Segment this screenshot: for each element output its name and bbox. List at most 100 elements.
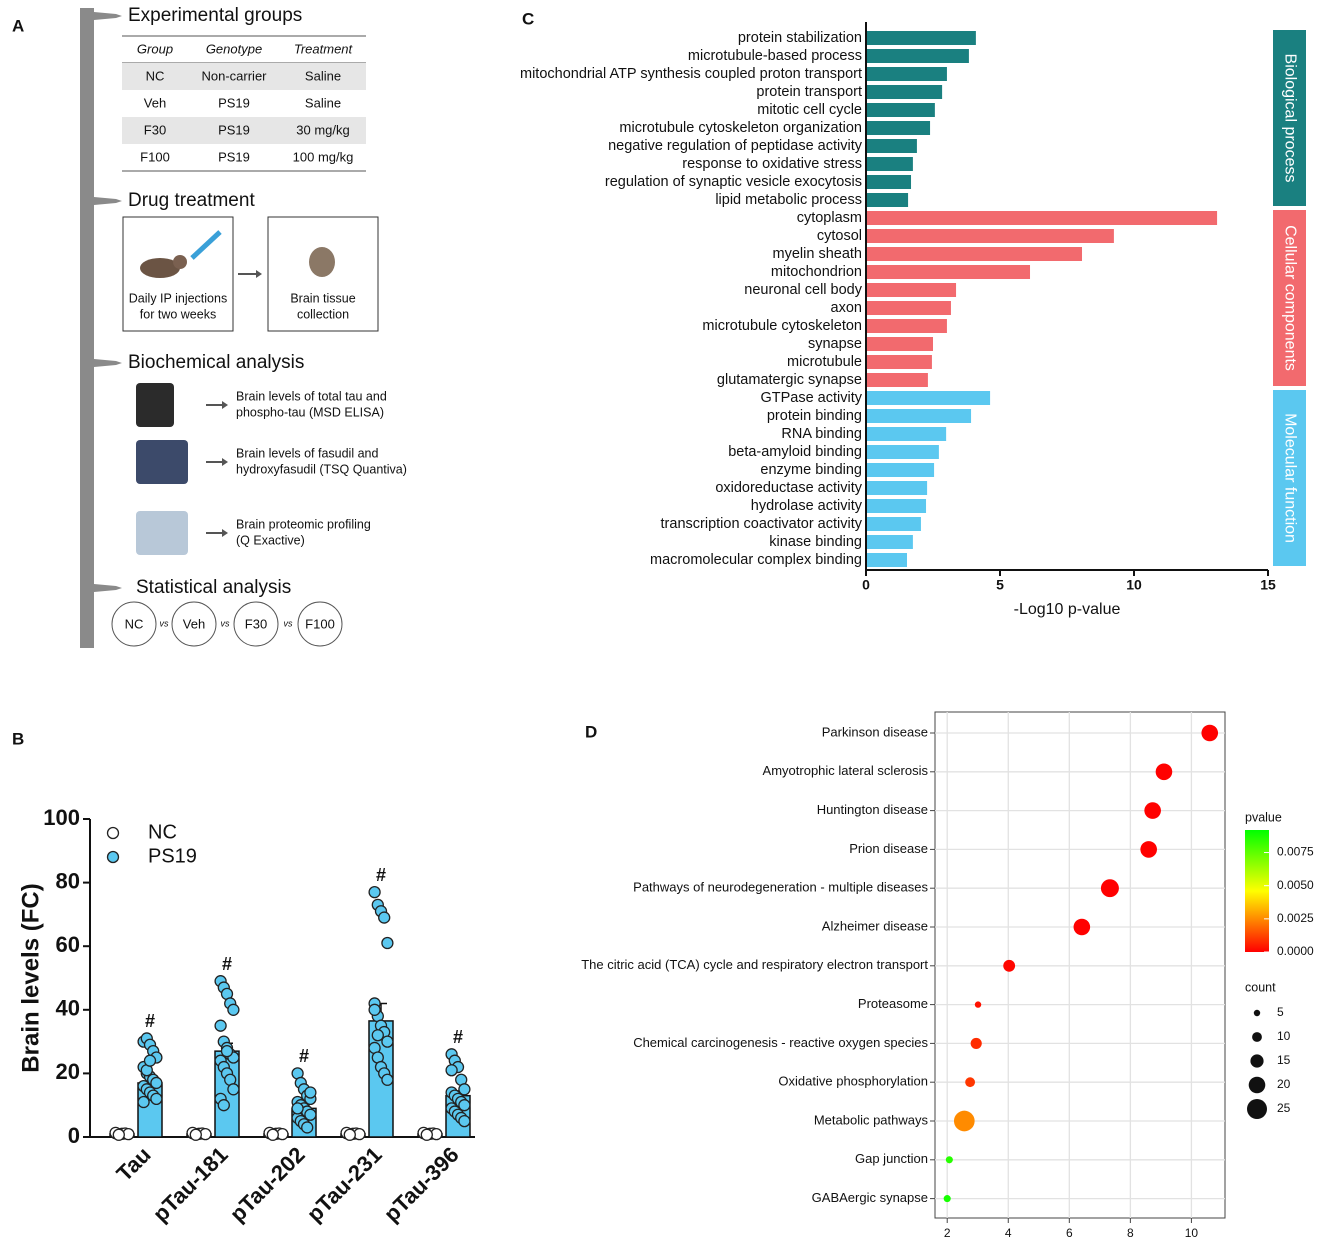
x-tick-label: Tau <box>111 1142 155 1186</box>
colorbar-label: 0.0025 <box>1277 911 1314 925</box>
data-point <box>304 1108 317 1121</box>
category-label: cytoplasm <box>797 210 862 226</box>
table-cell: 100 mg/kg <box>293 149 354 164</box>
section-title: Biochemical analysis <box>128 352 304 373</box>
size-legend-label: 10 <box>1277 1029 1291 1043</box>
group-box <box>1273 30 1306 206</box>
item-text: Brain proteomic profiling <box>236 517 371 531</box>
annotation: # <box>376 865 386 885</box>
bar <box>866 427 947 441</box>
data-point <box>227 1083 240 1096</box>
group-label: Biological process <box>1281 54 1298 183</box>
data-point <box>301 1121 314 1134</box>
category-label: Metabolic pathways <box>814 1112 929 1127</box>
category-label: Parkinson disease <box>822 724 928 739</box>
category-label: microtubule-based process <box>688 48 862 64</box>
arrow-head <box>256 270 262 278</box>
vs-label: vs <box>160 618 170 628</box>
category-label: regulation of synaptic vesicle exocytosi… <box>605 174 862 190</box>
bar <box>866 265 1031 279</box>
x-tick-label: 6 <box>1066 1226 1073 1240</box>
bar <box>866 139 917 153</box>
mouse-head <box>173 255 187 269</box>
bar <box>866 301 951 315</box>
data-point <box>458 1083 471 1096</box>
colorbar <box>1245 830 1269 952</box>
data-point <box>214 1019 227 1032</box>
annotation: # <box>453 1027 463 1047</box>
category-label: mitochondrial ATP synthesis coupled prot… <box>520 66 862 82</box>
timeline-bar <box>80 8 94 648</box>
x-tick-label: pTau-181 <box>148 1142 233 1227</box>
group-label: NC <box>125 616 144 631</box>
step-text: Daily IP injections <box>129 291 227 305</box>
panel-label: B <box>12 729 24 748</box>
bar <box>866 247 1083 261</box>
category-label: protein transport <box>756 84 862 100</box>
group-label: F30 <box>245 616 267 631</box>
colorbar-label: 0.0050 <box>1277 878 1314 892</box>
x-tick-label: 5 <box>996 577 1004 593</box>
legend-title: pvalue <box>1245 810 1282 824</box>
table-cell: Saline <box>305 95 341 110</box>
data-point <box>458 1114 471 1128</box>
category-label: GTPase activity <box>760 390 862 406</box>
panel-label: C <box>522 9 534 28</box>
category-label: protein binding <box>767 408 862 424</box>
table-cell: NC <box>146 68 165 83</box>
data-point <box>137 1095 150 1109</box>
size-legend-dot <box>1252 1032 1262 1042</box>
bar <box>866 535 913 549</box>
instrument-icon <box>136 383 174 427</box>
group-circle <box>111 601 157 647</box>
item-text: phospho-tau (MSD ELISA) <box>236 405 384 419</box>
category-label: neuronal cell body <box>744 282 862 298</box>
size-legend-label: 5 <box>1277 1005 1284 1019</box>
y-tick-label: 80 <box>56 868 80 893</box>
bar <box>866 319 947 333</box>
dot <box>1201 724 1219 742</box>
x-tick-label: 10 <box>1126 577 1142 593</box>
data-point <box>458 1099 471 1112</box>
x-tick-label: 0 <box>862 577 870 593</box>
data-point <box>150 1076 163 1090</box>
group-circle <box>297 601 343 647</box>
data-point <box>227 1003 240 1016</box>
dot <box>974 1001 982 1008</box>
item-text: hydroxyfasudil (TSQ Quantiva) <box>236 462 407 476</box>
category-label: Alzheimer disease <box>822 918 928 933</box>
step-text: Brain tissue <box>290 291 355 305</box>
legend-marker <box>106 850 120 864</box>
bar <box>866 355 932 369</box>
bar <box>866 193 909 207</box>
category-label: transcription coactivator activity <box>661 516 863 532</box>
x-tick-label: 2 <box>944 1226 951 1240</box>
data-point <box>304 1086 317 1099</box>
table-cell: PS19 <box>218 149 250 164</box>
table-row-shade <box>122 63 366 90</box>
bar <box>866 283 957 297</box>
plot-panel <box>934 711 1226 1219</box>
category-label: protein stabilization <box>738 30 862 46</box>
category-label: macromolecular complex binding <box>650 552 862 568</box>
syringe-icon <box>190 230 222 260</box>
category-label: lipid metabolic process <box>715 192 862 208</box>
group-box <box>1273 210 1306 386</box>
bar <box>866 211 1218 225</box>
bar <box>866 103 935 117</box>
mouse-icon <box>140 258 180 278</box>
group-circle <box>171 601 217 647</box>
y-tick-label: 0 <box>68 1123 80 1148</box>
arrow-head <box>222 458 228 466</box>
category-label: oxidoreductase activity <box>715 480 862 496</box>
dot <box>1155 763 1173 781</box>
size-legend-dot <box>1250 1054 1264 1068</box>
item-text: (Q Exactive) <box>236 533 305 547</box>
data-point <box>381 1035 394 1048</box>
size-legend-label: 20 <box>1277 1077 1291 1091</box>
table-cell: PS19 <box>218 122 250 137</box>
data-point <box>445 1064 458 1077</box>
group-label: Cellular components <box>1281 225 1298 371</box>
data-point <box>220 1044 234 1058</box>
